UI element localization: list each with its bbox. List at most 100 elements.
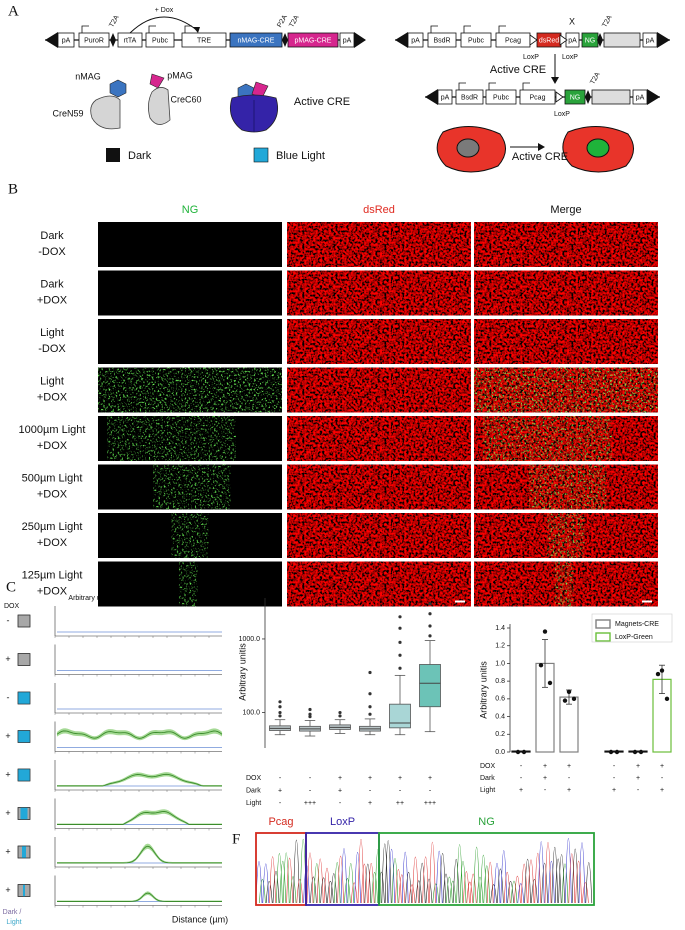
micrograph xyxy=(287,561,471,607)
element-label: pA xyxy=(411,37,420,44)
micrograph xyxy=(474,464,658,510)
condition-sign: + xyxy=(338,775,342,782)
profile-band xyxy=(57,891,222,902)
dsred-signal xyxy=(287,561,471,607)
trace-peak xyxy=(548,861,555,904)
nucleus xyxy=(586,138,610,158)
trace-peak xyxy=(429,842,436,904)
row-label: 500µm Light xyxy=(22,472,83,484)
element-label: NG xyxy=(585,37,596,44)
trace-peak xyxy=(337,855,344,904)
dsred-signal xyxy=(287,513,471,558)
micrograph xyxy=(287,222,471,267)
trace-peak xyxy=(405,871,412,904)
loxp-site xyxy=(529,34,538,46)
micrograph xyxy=(98,464,282,510)
light-area xyxy=(18,692,30,704)
condition-sign: - xyxy=(613,763,616,770)
trace-peak xyxy=(357,838,365,904)
outlier xyxy=(398,653,402,657)
light-swatch xyxy=(253,147,269,163)
micrograph xyxy=(98,561,282,607)
element xyxy=(339,32,355,48)
trace-peak xyxy=(459,861,467,904)
outlier xyxy=(428,624,432,628)
legend-label: Blue Light xyxy=(276,150,325,162)
element xyxy=(455,89,484,105)
condition-sign: + xyxy=(567,763,571,770)
outlier xyxy=(398,640,402,644)
trace-peak xyxy=(439,853,446,904)
t2a-label: T2A xyxy=(108,14,121,29)
trace-peak xyxy=(510,880,518,904)
trace-peak xyxy=(514,876,521,904)
element-label: TRE xyxy=(197,37,211,44)
legend-label: Dark xyxy=(128,150,152,162)
replicate-point xyxy=(547,680,553,686)
dox-sign: + xyxy=(5,808,10,818)
element-label: BsdR xyxy=(433,37,450,44)
scale-bar xyxy=(455,600,465,603)
profile-band xyxy=(57,809,222,825)
replicate-point xyxy=(655,671,661,677)
t2a-site xyxy=(110,33,116,47)
row-label: 250µm Light xyxy=(22,521,83,533)
element-label: pA xyxy=(568,37,577,44)
ng-signal xyxy=(554,561,574,607)
box xyxy=(419,664,441,708)
trace-peak xyxy=(276,853,283,904)
trace-peak xyxy=(585,862,593,904)
background xyxy=(98,222,282,267)
t2a-site xyxy=(585,90,591,104)
dsred-signal xyxy=(287,222,471,267)
ng-region xyxy=(98,367,282,413)
promoter xyxy=(184,25,192,33)
dox-label: DOX xyxy=(4,603,20,610)
condition-sign: - xyxy=(429,787,432,794)
condition-sign: + xyxy=(543,763,547,770)
terminator xyxy=(395,32,408,48)
condition-sign: +++ xyxy=(304,800,316,807)
induction-arrow xyxy=(129,16,199,34)
trace-peak xyxy=(330,873,338,904)
light-area xyxy=(18,730,30,743)
element-label: pA xyxy=(636,94,645,101)
trace-peak xyxy=(507,881,514,904)
condition-sign: + xyxy=(278,787,282,794)
outlier xyxy=(308,707,312,712)
outlier xyxy=(338,710,342,715)
element xyxy=(427,32,457,48)
promoter xyxy=(81,25,89,33)
legend-frame xyxy=(591,613,673,643)
row-label: 1000µm Light xyxy=(19,424,86,436)
outlier xyxy=(278,714,282,718)
trace-peak xyxy=(578,842,586,904)
column-header: NG xyxy=(182,204,199,216)
terminator xyxy=(647,89,660,105)
nmag xyxy=(109,79,127,98)
row-label: Dark xyxy=(40,278,64,290)
outlier xyxy=(398,615,402,619)
light-profile xyxy=(57,892,222,902)
trace-peak xyxy=(575,860,582,904)
trace-peak xyxy=(558,854,565,904)
condition-sign: - xyxy=(544,787,547,794)
element xyxy=(78,32,110,48)
ng-region xyxy=(178,561,198,607)
outlier xyxy=(278,710,282,715)
trace-peak xyxy=(415,880,423,904)
element-label: pMAG-CRE xyxy=(295,37,332,44)
replicate-point xyxy=(608,749,614,755)
trace-peak xyxy=(412,856,419,904)
element xyxy=(591,89,631,105)
t2a-site xyxy=(597,33,603,47)
trace-peak xyxy=(333,862,341,904)
dox-sign: + xyxy=(5,846,10,856)
light-area xyxy=(23,884,25,897)
ng-region xyxy=(554,561,574,607)
micrograph xyxy=(474,270,658,316)
light-profile xyxy=(57,811,222,825)
condition-sign: - xyxy=(399,787,402,794)
dark-swatch xyxy=(106,148,120,162)
condition-label: Dark xyxy=(246,787,261,794)
